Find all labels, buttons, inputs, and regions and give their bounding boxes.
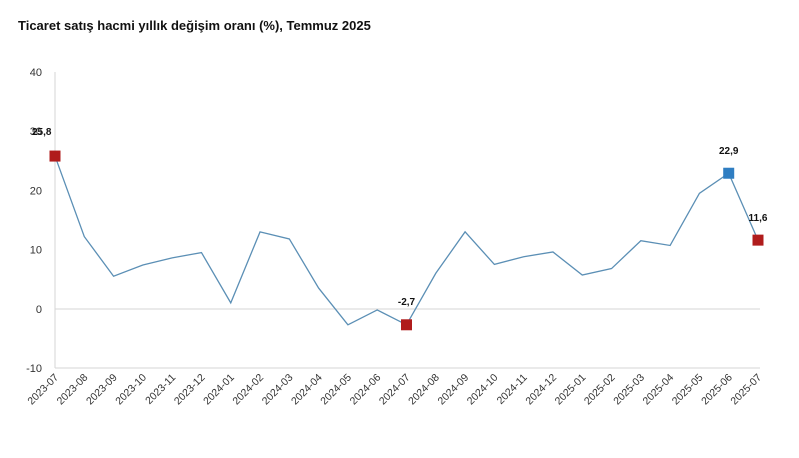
x-tick-label: 2023-10 — [113, 372, 149, 408]
highlight-marker — [49, 150, 61, 162]
x-tick-label: 2023-07 — [25, 372, 61, 408]
x-tick-label: 2024-04 — [289, 372, 325, 408]
x-tick-label: 2023-12 — [172, 372, 208, 408]
x-tick-label: 2024-05 — [318, 372, 354, 408]
y-tick-labels: -10 0 10 20 30 40 — [26, 67, 42, 375]
chart-title: Ticaret satış hacmi yıllık değişim oranı… — [18, 18, 371, 33]
highlight-marker — [723, 167, 735, 179]
highlight-marker — [401, 319, 412, 331]
x-tick-label: 2025-02 — [582, 372, 618, 408]
y-tick-label: 40 — [30, 67, 42, 79]
x-tick-label: 2024-06 — [348, 372, 384, 408]
x-tick-label: 2024-12 — [523, 372, 559, 408]
x-tick-label: 2025-01 — [553, 372, 589, 408]
x-tick-label: 2024-03 — [260, 372, 296, 408]
y-tick-label: -10 — [26, 363, 42, 375]
highlight-markers — [49, 150, 764, 331]
y-tick-label: 20 — [30, 185, 42, 197]
x-tick-label: 2025-05 — [670, 372, 706, 408]
y-tick-label: 30 — [30, 126, 42, 138]
y-tick-label: 10 — [30, 245, 42, 257]
x-tick-label: 2024-08 — [406, 372, 442, 408]
x-tick-label: 2025-07 — [728, 372, 764, 408]
x-tick-label: 2024-10 — [465, 372, 501, 408]
x-tick-label: 2025-06 — [699, 372, 735, 408]
x-tick-label: 2023-08 — [55, 372, 91, 408]
x-tick-label: 2024-07 — [377, 372, 413, 408]
x-tick-label: 2025-04 — [641, 372, 677, 408]
data-label: 25,8 — [32, 127, 52, 138]
highlight-marker — [752, 234, 764, 246]
x-tick-label: 2024-01 — [201, 372, 237, 408]
data-label: -2,7 — [398, 297, 416, 308]
x-tick-label: 2024-02 — [230, 372, 266, 408]
data-label: 22,9 — [719, 146, 739, 157]
x-tick-label: 2023-09 — [84, 372, 120, 408]
y-tick-label: 0 — [36, 304, 42, 316]
data-labels: 25,8 -2,7 22,9 11,6 — [32, 127, 768, 308]
x-tick-label: 2025-03 — [611, 372, 647, 408]
data-label: 11,6 — [749, 213, 768, 224]
x-tick-label: 2024-09 — [435, 372, 471, 408]
x-tick-labels: 2023-072023-082023-092023-102023-112023-… — [25, 372, 764, 408]
